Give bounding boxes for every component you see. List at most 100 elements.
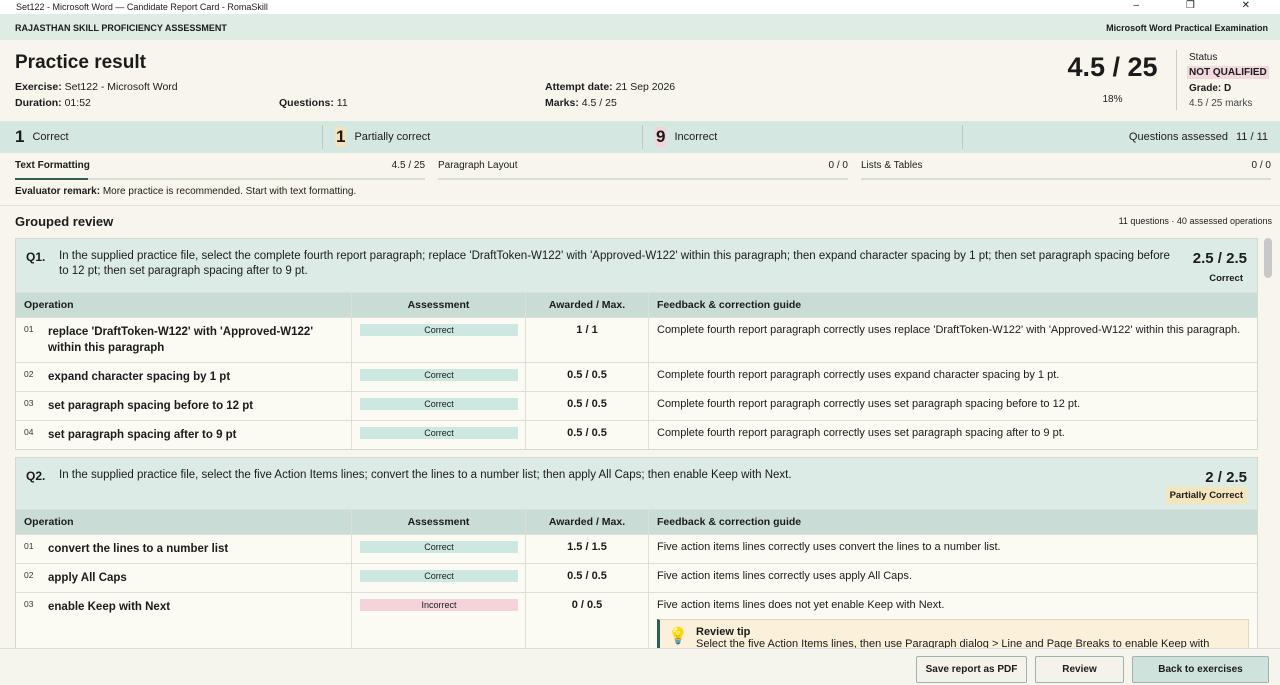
feedback: Five action items lines does not yet ena… bbox=[649, 593, 1257, 648]
section-name: Lists & Tables bbox=[861, 160, 923, 171]
divider bbox=[1176, 50, 1177, 110]
assessment-badge: Correct bbox=[360, 541, 518, 553]
assessment-badge: Correct bbox=[360, 398, 518, 410]
count: 1 Partially correct bbox=[335, 121, 430, 153]
status: NOT QUALIFIED bbox=[1187, 66, 1269, 79]
exam-name: Microsoft Word Practical Examination bbox=[1106, 23, 1268, 33]
column-header: Assessment bbox=[352, 293, 526, 317]
counts-row: Questions assessed 11 / 11 1 Correct 1 Parti… bbox=[0, 121, 1280, 153]
awarded: 1 / 1 bbox=[526, 318, 649, 362]
operation-number: 03 bbox=[24, 599, 34, 609]
feedback-text: Complete fourth report paragraph correct… bbox=[657, 398, 1081, 410]
feedback: Complete fourth report paragraph correct… bbox=[649, 421, 1257, 449]
operation: 03 enable Keep with Next bbox=[16, 593, 352, 648]
title-bar: Set122 - Microsoft Word — Candidate Repo… bbox=[0, 0, 1280, 14]
section: Lists & Tables 0 / 0 bbox=[861, 160, 1271, 180]
assessment-badge: Correct bbox=[360, 427, 518, 439]
status-label: Status bbox=[1189, 52, 1218, 63]
awarded: 0.5 / 0.5 bbox=[526, 421, 649, 449]
button[interactable]: Back to exercises bbox=[1132, 656, 1269, 683]
operation-row: 02 expand character spacing by 1 pt Correc… bbox=[16, 362, 1257, 391]
operation-number: 03 bbox=[24, 398, 34, 408]
question-status: Correct bbox=[1209, 273, 1243, 284]
column-header: Awarded / Max. bbox=[526, 293, 649, 317]
operation: 01 replace 'DraftToken-W122' with 'Approv… bbox=[16, 318, 352, 362]
feedback-text: Five action items lines correctly uses c… bbox=[657, 541, 1001, 553]
count-number: 9 bbox=[655, 127, 667, 147]
operation: 01 convert the lines to a number list bbox=[16, 535, 352, 563]
question-card: Q1. In the supplied practice file, select… bbox=[15, 238, 1258, 450]
footer: Save report as PDF Review Back to exercise… bbox=[0, 648, 1280, 685]
summary-field: Marks: 4.5 / 25 bbox=[545, 97, 617, 109]
operation-number: 02 bbox=[24, 570, 34, 580]
operation-row: 02 apply All Caps Correct 0.5 / 0.5 Five act… bbox=[16, 563, 1257, 592]
tip-icon: 💡 bbox=[668, 628, 688, 645]
remark: Evaluator remark: More practice is recom… bbox=[15, 186, 356, 197]
operation-number: 02 bbox=[24, 369, 34, 379]
awarded: 1.5 / 1.5 bbox=[526, 535, 649, 563]
button[interactable]: Review bbox=[1035, 656, 1124, 683]
section-score: 0 / 0 bbox=[828, 160, 848, 171]
assessed-value: 11 / 11 bbox=[1235, 131, 1268, 143]
assessed: Questions assessed 11 / 11 bbox=[1129, 121, 1268, 153]
question-score: 2.5 / 2.5 bbox=[1192, 250, 1247, 267]
operation-number: 01 bbox=[24, 541, 34, 551]
operation-row: 04 set paragraph spacing after to 9 pt Cor… bbox=[16, 420, 1257, 449]
question-header: Q1. In the supplied practice file, select… bbox=[16, 239, 1257, 292]
table-header: Operation Assessment Awarded / Max. Feedbac… bbox=[16, 292, 1257, 317]
operation-number: 04 bbox=[24, 427, 34, 437]
feedback: Five action items lines correctly uses c… bbox=[649, 535, 1257, 563]
window-controls[interactable]: – ❐ ✕ bbox=[1133, 0, 1272, 11]
feedback-text: Complete fourth report paragraph correct… bbox=[657, 427, 1065, 439]
section-score: 0 / 0 bbox=[1251, 160, 1271, 171]
assessment-badge: Correct bbox=[360, 570, 518, 582]
marks: 4.5 / 25 marks bbox=[1189, 98, 1253, 109]
operation-row: 01 replace 'DraftToken-W122' with 'Approv… bbox=[16, 317, 1257, 362]
operation-number: 01 bbox=[24, 324, 34, 334]
summary-field: Duration: 01:52 bbox=[15, 97, 91, 109]
field-label: Marks: bbox=[545, 97, 579, 109]
awarded: 0 / 0.5 bbox=[526, 593, 649, 648]
separator bbox=[642, 125, 643, 149]
count-number: 1 bbox=[15, 127, 25, 146]
operation-row: 03 enable Keep with Next Incorrect 0 / 0.5 F… bbox=[16, 592, 1257, 648]
operation-row: 01 convert the lines to a number list Corr… bbox=[16, 534, 1257, 563]
column-header: Operation bbox=[16, 293, 352, 317]
page-title: Practice result bbox=[15, 52, 146, 73]
review-tip: 💡 Review tip Select the five Action Items … bbox=[657, 619, 1249, 648]
feedback: Complete fourth report paragraph correct… bbox=[649, 363, 1257, 391]
scrollbar[interactable] bbox=[1264, 238, 1272, 278]
column-header: Feedback & correction guide bbox=[657, 516, 802, 528]
field-value: 11 bbox=[336, 97, 348, 109]
button[interactable]: Save report as PDF bbox=[916, 656, 1027, 683]
awarded: 0.5 / 0.5 bbox=[526, 363, 649, 391]
operation-text: replace 'DraftToken-W122' with 'Approved… bbox=[48, 326, 314, 354]
awarded: 0.5 / 0.5 bbox=[526, 564, 649, 592]
count: 9 Incorrect bbox=[655, 121, 717, 153]
field-label: Exercise: bbox=[15, 81, 62, 93]
review-area: Grouped review 11 questions · 40 assesse… bbox=[0, 205, 1280, 648]
count: 1 Correct bbox=[15, 121, 69, 153]
column-header: Awarded / Max. bbox=[526, 510, 649, 534]
operation-row: 03 set paragraph spacing before to 12 pt C… bbox=[16, 391, 1257, 420]
question-header: Q2. In the supplied practice file, select… bbox=[16, 458, 1257, 509]
feedback: Five action items lines correctly uses a… bbox=[649, 564, 1257, 592]
count-number: 1 bbox=[335, 127, 347, 147]
separator bbox=[322, 125, 323, 149]
count-label: Correct bbox=[32, 131, 69, 143]
question-score: 2 / 2.5 bbox=[1205, 469, 1247, 486]
tip-title: Review tip bbox=[696, 626, 751, 638]
tip-text: Select the five Action Items lines, then… bbox=[696, 638, 1210, 648]
section: Text Formatting 4.5 / 25 bbox=[15, 160, 425, 180]
org-name: RAJASTHAN SKILL PROFICIENCY ASSESSMENT bbox=[15, 23, 227, 33]
feedback: Complete fourth report paragraph correct… bbox=[649, 392, 1257, 420]
summary-field: Questions: 11 bbox=[279, 97, 348, 109]
column-header: Assessment bbox=[352, 510, 526, 534]
question-text: In the supplied practice file, select th… bbox=[59, 250, 1170, 277]
operation: 02 expand character spacing by 1 pt bbox=[16, 363, 352, 391]
field-label: Questions: bbox=[279, 97, 334, 109]
field-label: Attempt date: bbox=[545, 81, 613, 93]
operation: 02 apply All Caps bbox=[16, 564, 352, 592]
